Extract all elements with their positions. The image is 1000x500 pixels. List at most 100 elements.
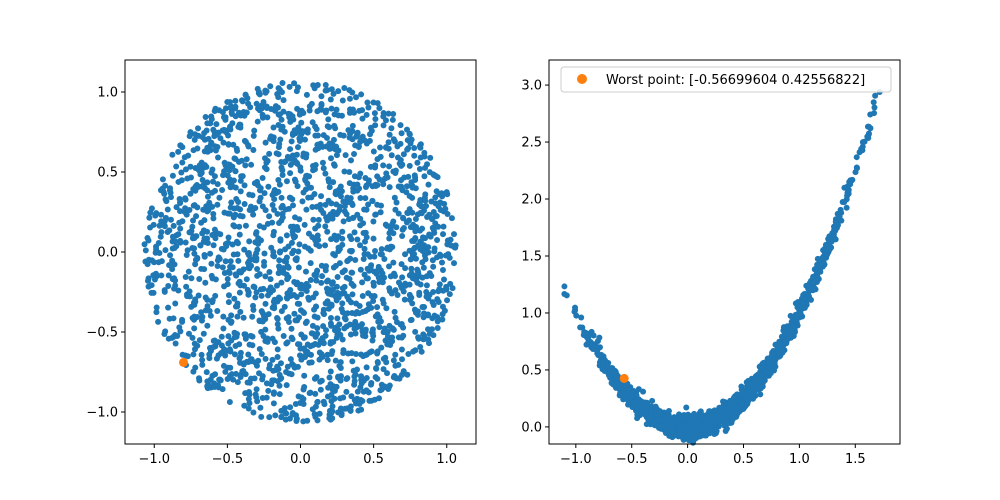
left-scatter-point [186,293,193,300]
left-scatter-point [423,282,430,289]
left-scatter-point [329,415,336,422]
left-scatter-point [289,132,296,139]
left-scatter-point [327,315,334,322]
left-scatter-point [216,194,223,201]
left-scatter-point [237,308,244,315]
left-scatter-point [442,205,449,212]
left-scatter-point [430,263,437,270]
left-scatter-point [411,145,418,152]
left-scatter-point [189,235,196,242]
left-scatter-point [191,325,198,332]
left-scatter-point [386,285,393,292]
left-scatter-point [411,245,418,252]
left-scatter-point [336,203,343,210]
left-scatter-point [281,303,288,310]
left-scatter-point [451,231,458,238]
right-scatter-point [844,192,851,199]
left-scatter-point [330,208,337,215]
left-scatter-point [318,206,325,213]
left-scatter-point [214,262,221,269]
left-scatter-point [348,393,355,400]
left-scatter-point [279,80,286,87]
right-scatter-point [598,351,605,358]
left-scatter-point [388,152,395,159]
left-scatter-point [179,144,186,151]
left-scatter-point [421,194,428,201]
right-scatter-point [628,392,635,399]
left-scatter-point [221,126,228,133]
left-scatter-point [167,216,174,223]
right-scatter-point [594,347,601,354]
right-scatter-point [858,146,865,153]
left-scatter-point [319,335,326,342]
left-scatter-point [331,252,338,259]
left-scatter-point [259,318,266,325]
right-scatter-point [700,414,707,421]
left-scatter-point [181,208,188,215]
left-scatter-point [403,126,410,133]
left-scatter-point [372,182,379,189]
left-scatter-point [346,87,353,94]
left-scatter-point [301,345,308,352]
left-scatter-point [172,332,179,339]
left-scatter-point [383,144,390,151]
left-scatter-point [360,220,367,227]
left-scatter-point [262,273,269,280]
right-scatter-point [596,334,603,341]
left-scatter-point [215,339,222,346]
left-scatter-point [316,410,323,417]
left-scatter-point [280,332,287,339]
left-scatter-point [339,97,346,104]
left-scatter-point [349,122,356,129]
left-scatter-point [347,321,354,328]
left-scatter-point [435,299,442,306]
left-scatter-point [222,116,229,123]
left-scatter-point [221,270,228,277]
right-scatter-point [752,380,759,387]
left-scatter-point [377,387,384,394]
right-scatter-point [810,274,817,281]
right-scatter-point [611,370,618,377]
left-scatter-point [225,292,232,299]
left-scatter-point [309,406,316,413]
left-scatter-point [352,256,359,263]
left-scatter-point [247,332,254,339]
left-scatter-point [285,319,292,326]
left-scatter-point [298,281,305,288]
left-scatter-point [312,237,319,244]
left-scatter-point [327,320,334,327]
left-scatter-point [287,155,294,162]
left-scatter-point [374,375,381,382]
left-scatter-point [311,306,318,313]
left-scatter-point [190,147,197,154]
left-scatter-point [156,222,163,229]
left-scatter-point [183,251,190,258]
right-scatter-point [697,426,704,433]
left-scatter-point [427,233,434,240]
left-scatter-point [208,272,215,279]
left-scatter-point [400,224,407,231]
left-scatter-point [332,146,339,153]
left-scatter-point [232,113,239,120]
left-scatter-point [382,354,389,361]
left-scatter-point [372,313,379,320]
left-scatter-point [264,157,271,164]
left-scatter-point [274,298,281,305]
left-scatter-point [430,332,437,339]
left-scatter-point [305,230,312,237]
left-scatter-point [411,172,418,179]
left-scatter-point [322,109,329,116]
left-scatter-point [228,371,235,378]
left-scatter-point [241,402,248,409]
right-scatter-point [724,406,731,413]
left-scatter-point [341,283,348,290]
left-scatter-point [207,147,214,154]
left-scatter-point [446,291,453,298]
left-scatter-point [234,147,241,154]
left-scatter-point [177,239,184,246]
left-scatter-point [266,213,273,220]
left-scatter-point [240,314,247,321]
left-scatter-point [379,270,386,277]
left-scatter-point [335,88,342,95]
left-scatter-point [261,250,268,257]
